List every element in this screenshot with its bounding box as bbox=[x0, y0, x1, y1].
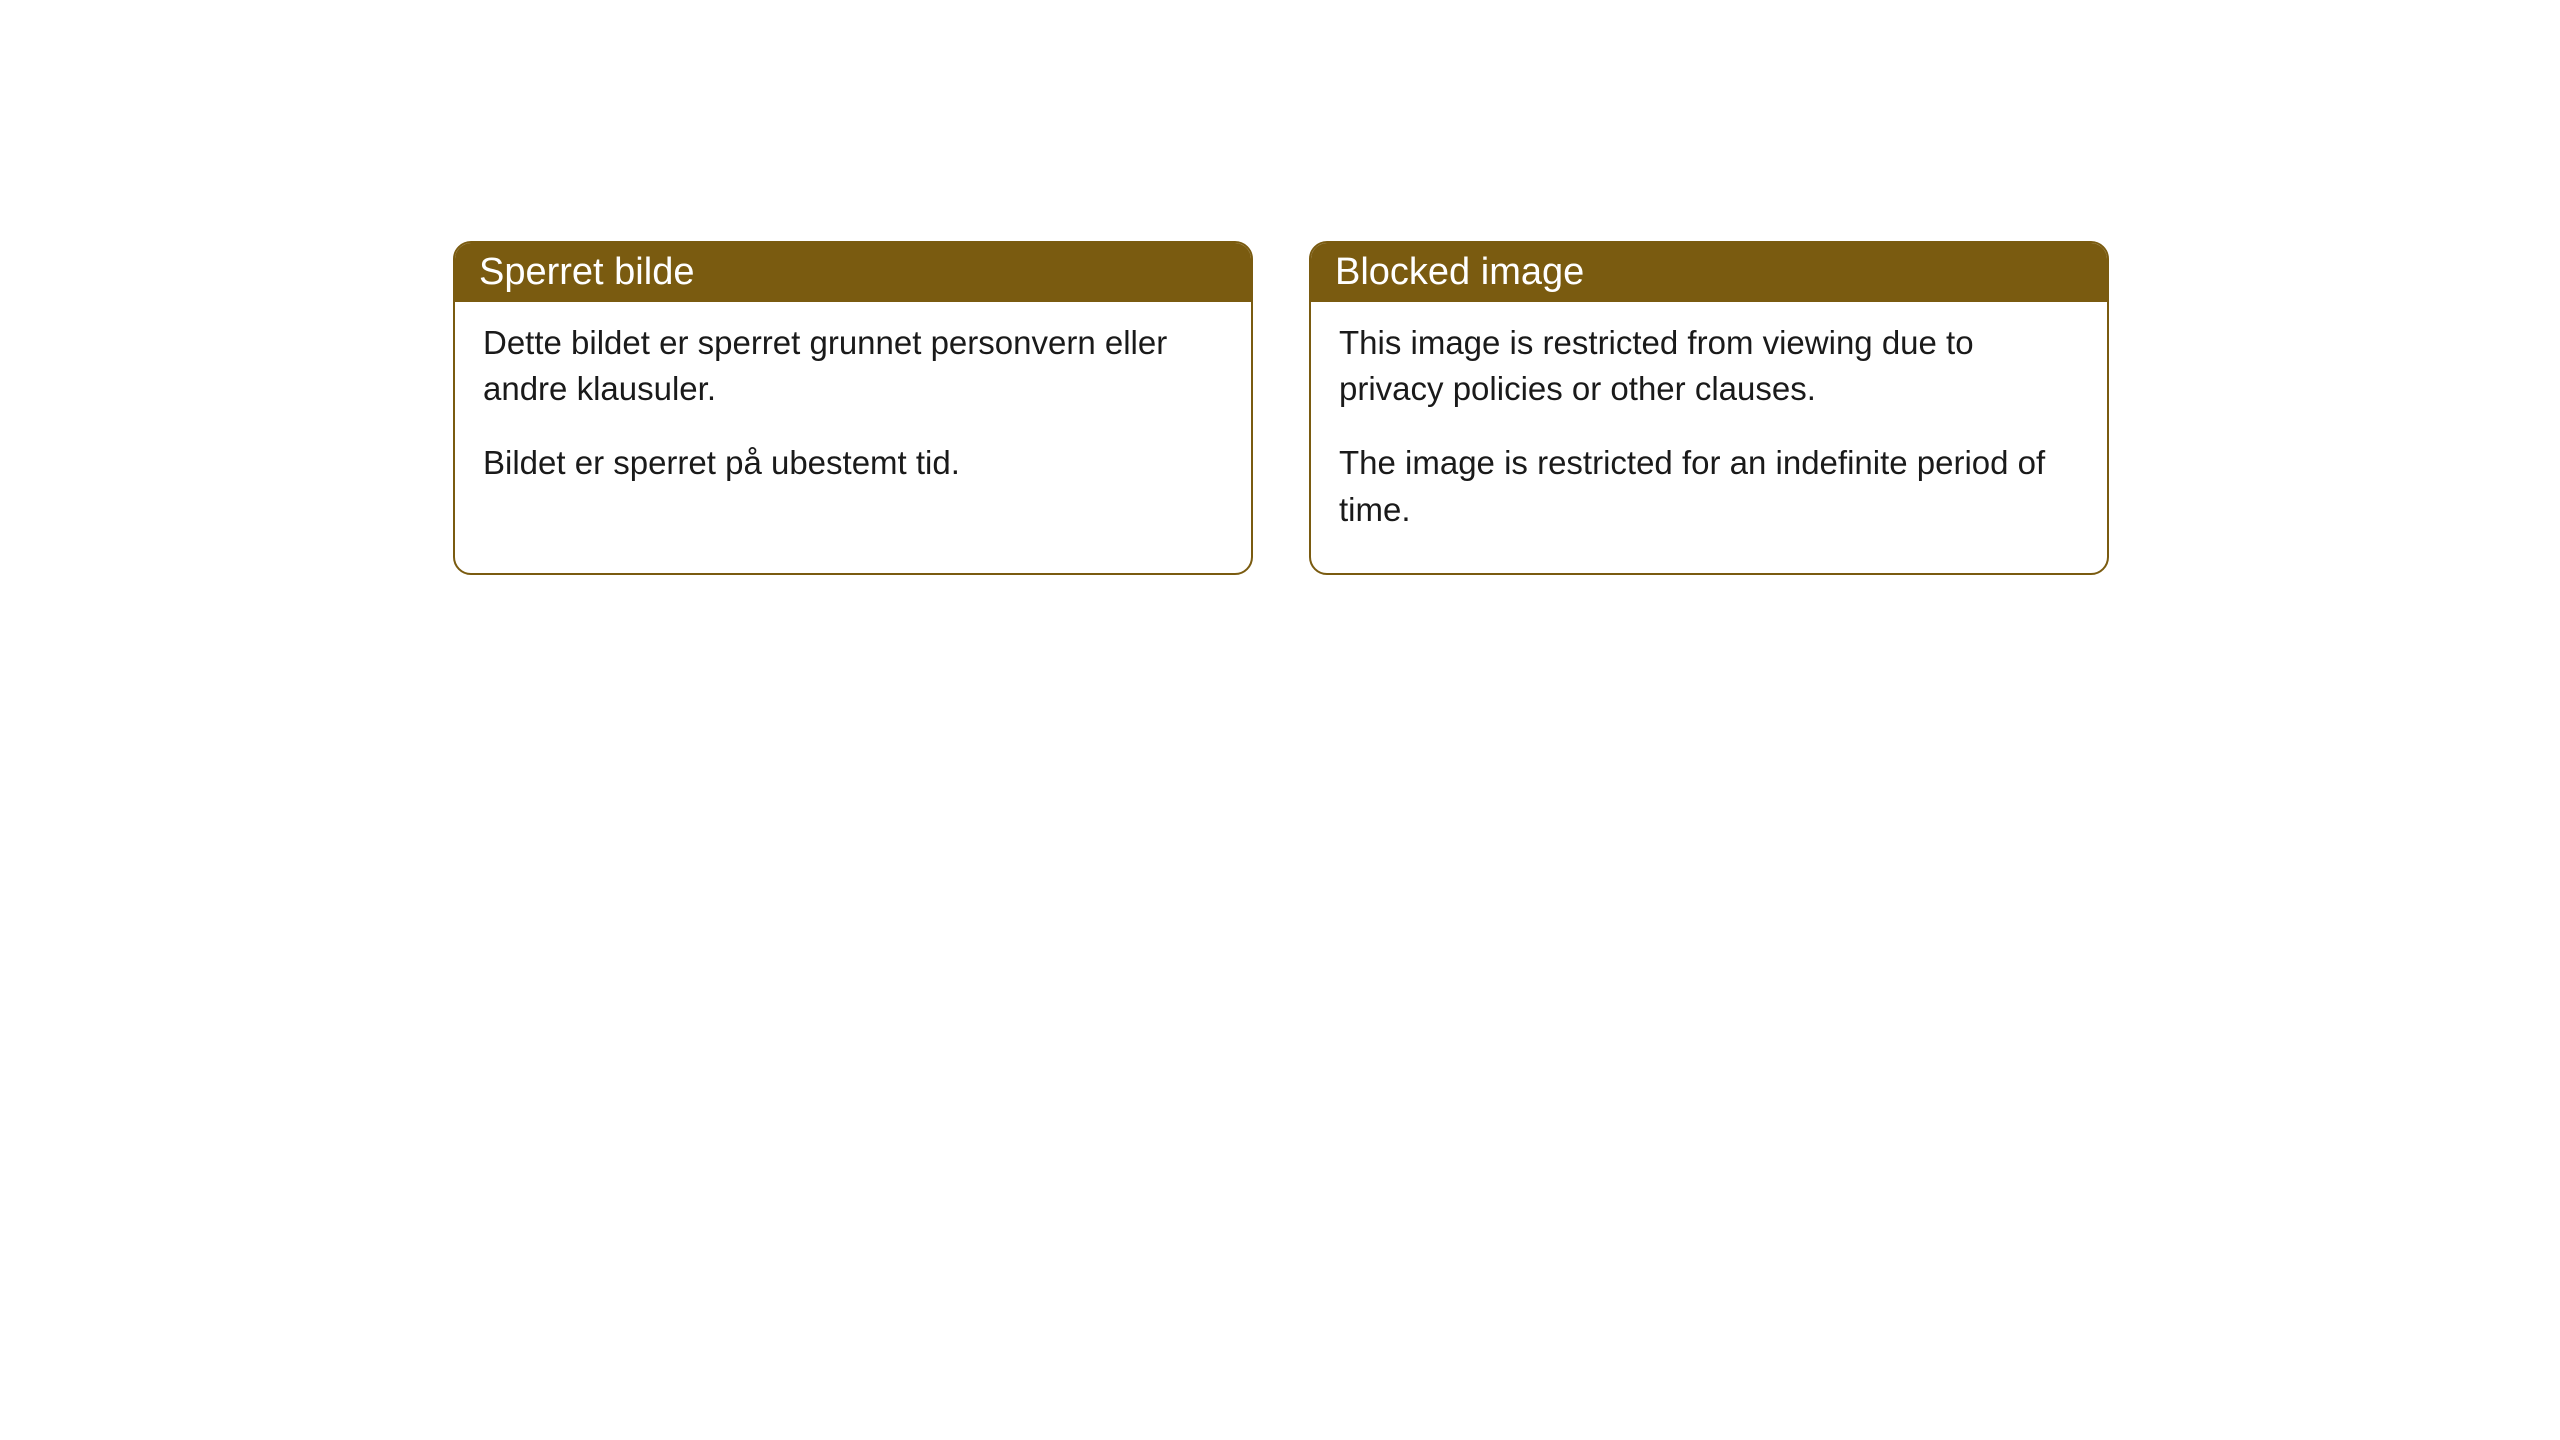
card-title: Blocked image bbox=[1335, 251, 1584, 293]
card-body: Dette bildet er sperret grunnet personve… bbox=[455, 302, 1251, 527]
notice-cards-container: Sperret bilde Dette bildet er sperret gr… bbox=[453, 241, 2109, 575]
card-header: Sperret bilde bbox=[455, 243, 1251, 302]
card-header: Blocked image bbox=[1311, 243, 2107, 302]
card-paragraph: This image is restricted from viewing du… bbox=[1339, 320, 2079, 412]
card-paragraph: Bildet er sperret på ubestemt tid. bbox=[483, 440, 1223, 486]
notice-card-norwegian: Sperret bilde Dette bildet er sperret gr… bbox=[453, 241, 1253, 575]
card-body: This image is restricted from viewing du… bbox=[1311, 302, 2107, 573]
card-paragraph: Dette bildet er sperret grunnet personve… bbox=[483, 320, 1223, 412]
card-paragraph: The image is restricted for an indefinit… bbox=[1339, 440, 2079, 532]
card-title: Sperret bilde bbox=[479, 251, 694, 293]
notice-card-english: Blocked image This image is restricted f… bbox=[1309, 241, 2109, 575]
